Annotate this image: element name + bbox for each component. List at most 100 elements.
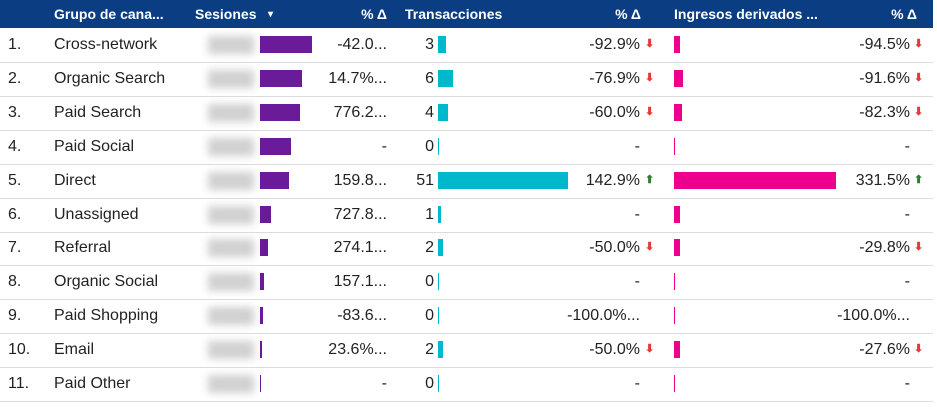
revenue-delta: -: [904, 205, 910, 223]
trend-down-icon: ⬇: [914, 241, 924, 254]
sessions-delta: 157.1...: [333, 273, 387, 291]
sessions-value-blurred: [208, 36, 254, 54]
row-index: 8.: [8, 273, 22, 291]
row-index: 4.: [8, 137, 22, 155]
row-index: 6.: [8, 205, 22, 223]
sessions-value-blurred: [208, 375, 254, 393]
table-row: 9. Paid Shopping -83.6... 0 -100.0%... -100.0…: [0, 299, 933, 335]
revenue-bar: [674, 273, 675, 291]
sessions-value-blurred: [208, 205, 254, 224]
transactions-value: 6: [425, 69, 434, 87]
sessions-value-blurred: [208, 341, 254, 360]
trend-down-icon: ⬇: [914, 343, 924, 356]
sessions-value-blurred: [208, 103, 254, 122]
sessions-value-blurred: [208, 273, 254, 292]
row-index: 2.: [8, 69, 22, 87]
row-index: 3.: [8, 103, 22, 121]
table-row: 7. Referral 274.1... 2 -50.0% ⬇ -29.8% ⬇: [0, 231, 933, 267]
revenue-delta: -: [904, 137, 910, 155]
revenue-delta: 331.5%: [855, 171, 910, 189]
sessions-value-blurred: [208, 69, 254, 88]
transactions-value: 0: [425, 375, 434, 392]
header-revenue-delta[interactable]: % Δ: [891, 6, 917, 22]
revenue-delta: -100.0%...: [837, 307, 910, 325]
row-index: 11.: [8, 375, 30, 392]
sessions-bar: [260, 205, 272, 223]
header-transactions[interactable]: Transacciones: [405, 6, 503, 22]
sessions-value-blurred: [208, 239, 254, 258]
sessions-bar: [260, 137, 292, 155]
transactions-value: 0: [425, 307, 434, 325]
sessions-value-blurred: [208, 137, 254, 156]
table-row: 2. Organic Search 14.7%... 6 -76.9% ⬇ -91.6% ⬇: [0, 62, 933, 97]
row-index: 1.: [8, 36, 22, 53]
sessions-bar: [260, 307, 264, 325]
sessions-delta: -: [381, 137, 387, 155]
channel-name: Paid Shopping: [54, 307, 159, 325]
sessions-value-blurred: [208, 171, 254, 190]
channel-name: Organic Search: [54, 69, 166, 87]
transactions-delta: -60.0%: [589, 103, 640, 121]
channel-name: Paid Search: [54, 103, 142, 121]
header-channel[interactable]: Grupo de cana...: [54, 6, 164, 22]
row-index: 10.: [8, 341, 31, 359]
trend-down-icon: ⬇: [914, 105, 924, 118]
sessions-value-blurred: [208, 307, 254, 326]
transactions-bar: [438, 307, 439, 325]
row-index: 5.: [8, 171, 22, 189]
transactions-value: 0: [425, 137, 434, 155]
header-sessions-delta[interactable]: % Δ: [361, 6, 387, 22]
table-row: 11. Paid Other - 0 - -: [0, 367, 933, 402]
transactions-value: 1: [425, 205, 434, 223]
trend-down-icon: ⬇: [645, 71, 655, 84]
trend-down-icon: ⬇: [645, 343, 655, 356]
sessions-bar: [260, 103, 301, 121]
revenue-delta: -: [904, 375, 910, 392]
sessions-bar: [260, 375, 262, 392]
channel-name: Email: [54, 341, 95, 359]
revenue-delta: -29.8%: [859, 239, 910, 257]
transactions-value: 4: [425, 103, 434, 121]
transactions-delta: -50.0%: [589, 239, 640, 257]
table-row: 1. Cross-network -42.0... 3 -92.9% ⬇ -94.5% ⬇: [0, 28, 933, 63]
channel-name: Cross-network: [54, 36, 158, 53]
revenue-bar: [674, 307, 675, 325]
sessions-delta: -83.6...: [337, 307, 387, 325]
channel-name: Paid Social: [54, 137, 135, 155]
header-transactions-delta[interactable]: % Δ: [615, 6, 641, 22]
revenue-bar: [674, 69, 683, 87]
sessions-delta: -: [381, 375, 387, 392]
channel-name: Unassigned: [54, 205, 139, 223]
transactions-bar: [438, 137, 439, 155]
row-index: 9.: [8, 307, 22, 325]
revenue-delta: -27.6%: [859, 341, 910, 359]
revenue-delta: -82.3%: [859, 103, 910, 121]
transactions-delta: 142.9%: [585, 171, 640, 189]
table-header: Grupo de cana... Sesiones ▾ % Δ Transacc…: [0, 0, 933, 28]
trend-down-icon: ⬇: [645, 241, 655, 254]
transactions-delta: -: [634, 205, 640, 223]
transactions-value: 2: [425, 341, 434, 359]
table-row: 4. Paid Social - 0 - -: [0, 130, 933, 165]
revenue-delta: -91.6%: [859, 69, 910, 87]
trend-up-icon: ⬆: [914, 173, 924, 186]
header-revenue[interactable]: Ingresos derivados ...: [674, 6, 818, 22]
sessions-delta: 159.8...: [333, 171, 387, 189]
sort-desc-icon[interactable]: ▾: [268, 9, 274, 20]
transactions-bar: [438, 239, 444, 257]
transactions-bar: [438, 36, 446, 53]
sessions-bar: [260, 171, 290, 189]
revenue-delta: -94.5%: [859, 36, 910, 53]
transactions-delta: -92.9%: [589, 36, 640, 53]
sessions-delta: 727.8...: [333, 205, 387, 223]
channel-name: Direct: [54, 171, 96, 189]
transactions-value: 2: [425, 239, 434, 257]
header-sessions[interactable]: Sesiones: [195, 6, 257, 22]
transactions-delta: -: [634, 273, 640, 291]
sessions-delta: 14.7%...: [328, 69, 387, 87]
transactions-bar: [438, 103, 449, 121]
trend-up-icon: ⬆: [645, 173, 655, 186]
transactions-value: 0: [425, 273, 434, 291]
table-row: 10. Email 23.6%... 2 -50.0% ⬇ -27.6% ⬇: [0, 333, 933, 369]
